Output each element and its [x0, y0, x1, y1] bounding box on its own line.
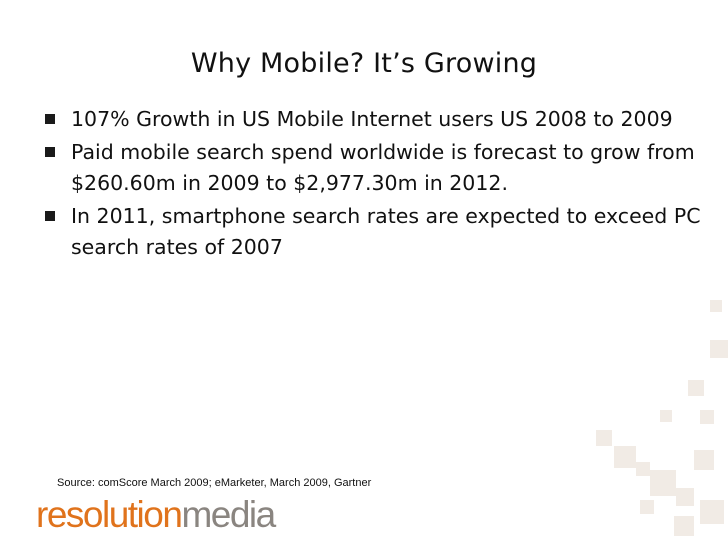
decorative-square [636, 462, 650, 476]
decorative-square [660, 410, 672, 422]
decorative-square [650, 470, 676, 496]
decorative-square [710, 300, 722, 312]
square-bullet-icon [45, 211, 55, 221]
bullet-item: 107% Growth in US Mobile Internet users … [42, 104, 702, 135]
bullet-text: In 2011, smartphone search rates are exp… [71, 204, 701, 259]
decorative-square [700, 410, 714, 424]
bullet-item: In 2011, smartphone search rates are exp… [42, 201, 702, 263]
decorative-square [676, 488, 694, 506]
decorative-square [640, 500, 654, 514]
bullet-text: Paid mobile search spend worldwide is fo… [71, 140, 695, 195]
decorative-square [688, 380, 704, 396]
square-bullet-icon [45, 114, 55, 124]
source-citation: Source: comScore March 2009; eMarketer, … [57, 477, 372, 489]
decorative-square [614, 446, 636, 468]
decorative-square [700, 500, 724, 524]
bullet-item: Paid mobile search spend worldwide is fo… [42, 137, 702, 199]
bullet-list: 107% Growth in US Mobile Internet users … [42, 104, 702, 265]
bullet-text: 107% Growth in US Mobile Internet users … [71, 107, 673, 131]
square-bullet-icon [45, 147, 55, 157]
resolution-media-logo: resolutionmedia [36, 494, 276, 535]
decorative-square [674, 516, 694, 536]
logo-part-media: media [181, 494, 276, 535]
decorative-square [694, 450, 714, 470]
slide-title: Why Mobile? It’s Growing [190, 48, 538, 79]
logo-part-resolution: resolution [36, 494, 183, 535]
decorative-square [596, 430, 612, 446]
decorative-square [710, 340, 728, 358]
